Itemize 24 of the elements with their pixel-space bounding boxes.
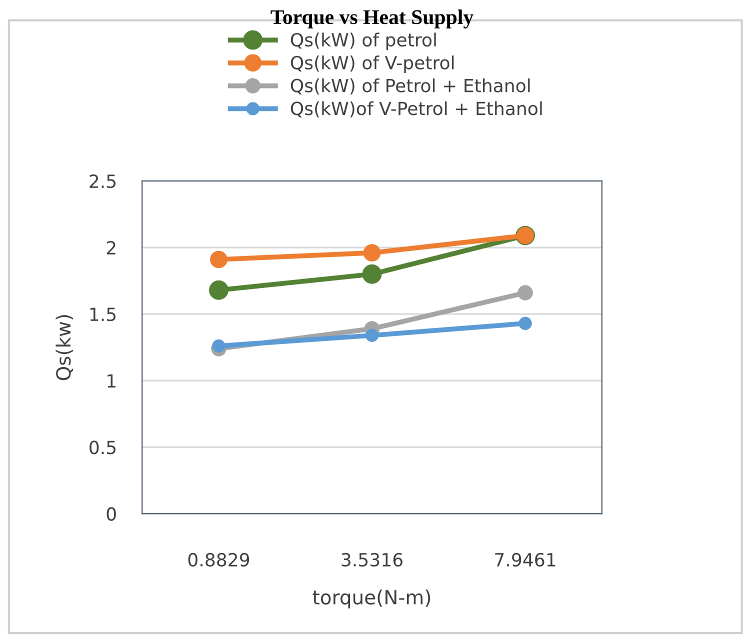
legend-label: Qs(kW) of V-petrol xyxy=(290,56,454,73)
legend-label: Qs(kW) of Petrol + Ethanol xyxy=(290,78,530,95)
point xyxy=(362,264,382,284)
y-tick-label: 1 xyxy=(108,374,116,388)
legend-label: Qs(kW) of petrol xyxy=(290,32,436,50)
x-tick-label: 7.9461 xyxy=(495,552,556,567)
chart-title: Torque vs Heat Supply xyxy=(270,10,474,28)
x-tick-label: 0.8829 xyxy=(188,552,250,567)
legend-label: Qs(kW)of V-Petrol + Ethanol xyxy=(290,101,542,118)
x-tick-label: 3.5316 xyxy=(342,552,402,567)
point xyxy=(518,285,533,300)
y-tick-label: 2.5 xyxy=(90,174,116,188)
point xyxy=(209,280,228,300)
point xyxy=(518,316,532,330)
point xyxy=(212,339,226,353)
point xyxy=(365,328,379,342)
point xyxy=(210,250,228,268)
y-tick-label: 0 xyxy=(106,507,116,521)
y-tick-label: 2 xyxy=(106,240,116,254)
y-tick-label: 0.5 xyxy=(90,440,116,454)
y-tick-label: 1.5 xyxy=(90,308,116,322)
y-axis-title: Qs(kw) xyxy=(56,315,74,380)
x-axis-title: torque(N-m) xyxy=(312,590,430,608)
point xyxy=(363,244,381,262)
